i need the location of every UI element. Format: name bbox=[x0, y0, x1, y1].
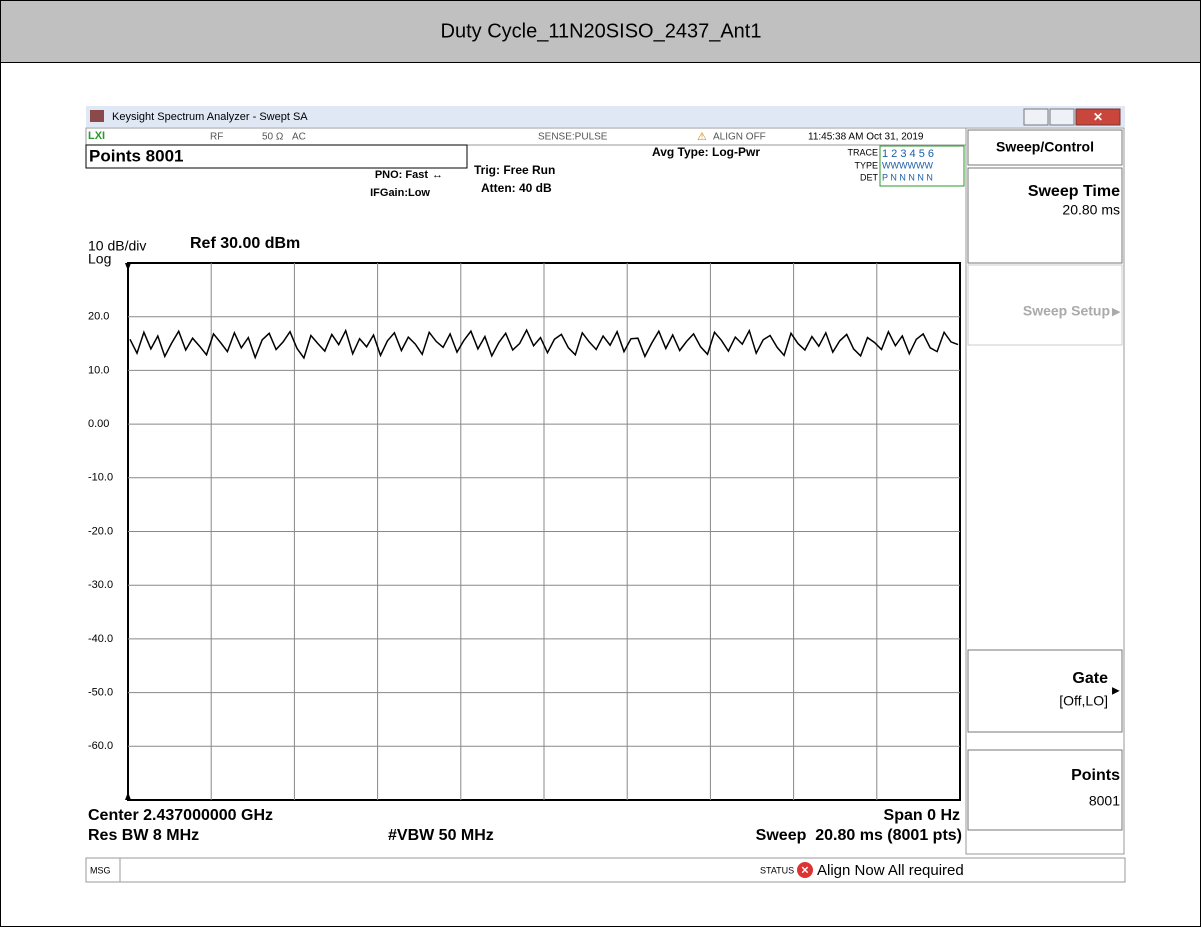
y-tick-label: -40.0 bbox=[88, 633, 113, 645]
sweep-time-value: 20.80 ms bbox=[1062, 202, 1120, 218]
y-tick-label: -60.0 bbox=[88, 740, 113, 752]
trace-label: TRACE bbox=[847, 147, 878, 157]
trace-nums: 1 2 3 4 5 6 bbox=[882, 148, 934, 160]
gate-label: Gate bbox=[1072, 670, 1108, 687]
y-tick-label: -10.0 bbox=[88, 472, 113, 484]
scale: 10 dB/div bbox=[88, 238, 146, 254]
status-impedance: 50 Ω bbox=[262, 132, 284, 143]
points-key[interactable] bbox=[967, 749, 1123, 831]
sweep-time-key[interactable] bbox=[967, 167, 1123, 264]
sweep-info: Sweep 20.80 ms (8001 pts) bbox=[756, 827, 962, 844]
menu-title-box bbox=[967, 129, 1123, 166]
status-time: 11:45:38 AM Oct 31, 2019 bbox=[808, 132, 924, 143]
status-text: Align Now All required bbox=[817, 862, 964, 879]
ref-marker-top bbox=[125, 263, 131, 271]
minimize-button[interactable] bbox=[1023, 108, 1049, 126]
close-icon: ✕ bbox=[1093, 110, 1103, 124]
header-title: Duty Cycle_11N20SISO_2437_Ant1 bbox=[441, 20, 762, 42]
status-sense: SENSE:PULSE bbox=[538, 132, 608, 143]
restore-button[interactable] bbox=[1049, 108, 1075, 126]
status-align: ALIGN OFF bbox=[713, 132, 766, 143]
y-tick-label: -50.0 bbox=[88, 687, 113, 699]
error-icon-x: ✕ bbox=[801, 866, 809, 877]
y-tick-label: -30.0 bbox=[88, 579, 113, 591]
center-freq: Center 2.437000000 GHz bbox=[88, 807, 273, 824]
gate-value: [Off,LO] bbox=[1059, 693, 1108, 709]
msg-label: MSG bbox=[90, 865, 111, 875]
vbw: #VBW 50 MHz bbox=[388, 827, 494, 844]
sweep-setup-label: Sweep Setup bbox=[1023, 303, 1110, 319]
y-tick-label: -20.0 bbox=[88, 525, 113, 537]
trace-box bbox=[879, 145, 965, 187]
lxi-logo: LXI bbox=[88, 130, 105, 142]
pno-arrow: ↔ bbox=[432, 169, 443, 181]
menu-title: Sweep/Control bbox=[996, 139, 1094, 155]
span: Span 0 Hz bbox=[884, 807, 960, 824]
points-value: 8001 bbox=[1089, 793, 1120, 809]
type-vals: WWWWWW bbox=[882, 160, 933, 170]
warning-icon: ⚠ bbox=[697, 131, 707, 143]
header-bar bbox=[0, 0, 1201, 63]
avg-type: Avg Type: Log-Pwr bbox=[652, 145, 760, 159]
trace bbox=[129, 328, 959, 360]
status-coupling: AC bbox=[292, 132, 306, 143]
sweep-setup-arrow: ▶ bbox=[1112, 306, 1121, 318]
ref-level: Ref 30.00 dBm bbox=[190, 235, 300, 252]
atten: Atten: 40 dB bbox=[481, 181, 552, 195]
status-label: STATUS bbox=[760, 865, 794, 875]
det-label: DET bbox=[860, 172, 879, 182]
status-bar bbox=[85, 857, 1126, 883]
window-title: Keysight Spectrum Analyzer - Swept SA bbox=[112, 111, 308, 123]
sweep-time-label: Sweep Time bbox=[1028, 183, 1120, 200]
points-field-text: Points 8001 bbox=[89, 146, 184, 165]
gate-key[interactable] bbox=[967, 649, 1123, 733]
status-rf: RF bbox=[210, 132, 223, 143]
pno: PNO: Fast bbox=[375, 169, 429, 181]
y-tick-label: 10.0 bbox=[88, 364, 109, 376]
points-label: Points bbox=[1071, 767, 1120, 784]
points-field[interactable] bbox=[85, 144, 468, 169]
y-tick-label: 20.0 bbox=[88, 311, 109, 323]
gate-arrow: ▶ bbox=[1112, 686, 1120, 697]
y-tick-label: 0.00 bbox=[88, 418, 109, 430]
log-label: Log bbox=[88, 251, 111, 267]
ifgain: IFGain:Low bbox=[370, 187, 430, 199]
window-titlebar bbox=[86, 106, 1125, 127]
close-button[interactable] bbox=[1075, 108, 1121, 126]
app-icon bbox=[90, 110, 104, 122]
sweep-setup-key[interactable] bbox=[967, 264, 1123, 346]
res-bw: Res BW 8 MHz bbox=[88, 827, 199, 844]
trig: Trig: Free Run bbox=[474, 163, 555, 177]
det-vals: P N N N N N bbox=[882, 172, 933, 182]
type-label: TYPE bbox=[854, 160, 878, 170]
ref-marker-bottom bbox=[125, 792, 131, 800]
error-icon bbox=[797, 862, 813, 878]
